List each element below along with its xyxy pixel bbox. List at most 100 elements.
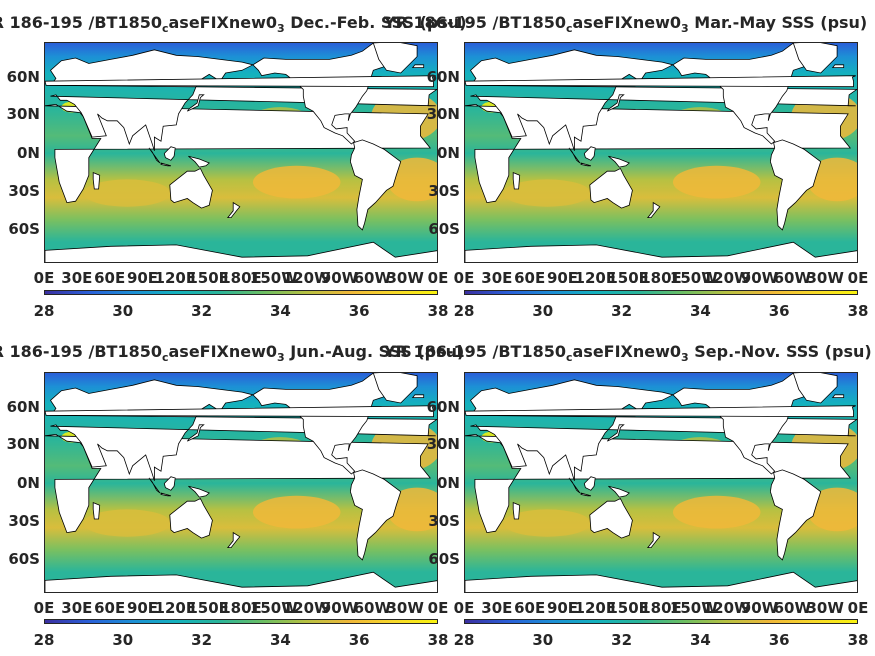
lat-label: 60N: [426, 68, 460, 86]
land-mass: [568, 477, 581, 494]
lon-label: 30W: [386, 269, 424, 287]
land-mass: [252, 43, 418, 145]
land-mass: [469, 49, 857, 151]
land-mass: [186, 94, 205, 112]
land-mass: [608, 155, 630, 168]
map-area: [464, 372, 858, 593]
land-mass: [186, 424, 205, 442]
land-mass: [646, 201, 661, 219]
land-mass: [583, 476, 596, 491]
lon-label: 120E: [574, 269, 617, 287]
map-area: [44, 42, 438, 263]
land-mass: [45, 241, 437, 262]
lon-label: 30W: [806, 599, 844, 617]
lat-label: 60S: [428, 550, 460, 568]
colorbar-tick-label: 36: [348, 302, 370, 320]
panel-title: YR 186-195 /BT1850caseFIXnew03 Dec.-Feb.…: [0, 13, 467, 35]
lon-label: 0E: [427, 269, 449, 287]
land-mass: [512, 172, 521, 190]
colorbar-tick-label: 28: [33, 302, 55, 320]
lat-label: 0N: [437, 474, 460, 492]
land-mass: [465, 571, 857, 592]
lon-label: 30W: [386, 599, 424, 617]
colorbar-tick-label: 38: [427, 302, 449, 320]
colorbar-tick-label: 32: [611, 631, 633, 649]
land-mass: [672, 373, 838, 475]
salinity-anomaly: [83, 179, 171, 207]
lon-label: 30E: [481, 269, 513, 287]
lon-label: 120W: [702, 269, 751, 287]
lon-label: 0E: [453, 599, 475, 617]
colorbar-tick-label: 36: [348, 631, 370, 649]
lon-label: 180E: [220, 599, 262, 617]
colorbar-tick-label: 28: [453, 302, 475, 320]
colorbar-tick-label: 28: [33, 631, 55, 649]
land-mass: [769, 469, 822, 561]
lon-label: 120W: [282, 599, 331, 617]
colorbar: [44, 290, 438, 295]
colorbar-tick-label: 32: [191, 631, 213, 649]
land-mass: [169, 167, 213, 209]
colorbar-tick-label: 30: [532, 631, 554, 649]
colorbar-tick-label: 30: [532, 302, 554, 320]
colorbar-tick-label: 34: [689, 631, 711, 649]
land-mass: [469, 379, 857, 481]
colorbar: [464, 619, 858, 624]
land-mass: [583, 146, 596, 161]
colorbar-tick-label: 36: [768, 631, 790, 649]
salinity-anomaly: [503, 509, 591, 537]
colorbar-tick-label: 32: [611, 302, 633, 320]
lon-label: 180E: [640, 269, 682, 287]
land-mass: [372, 43, 418, 74]
land-mass: [92, 502, 101, 520]
lon-label: 30W: [806, 269, 844, 287]
lon-label: 60E: [514, 599, 546, 617]
lon-label: 180E: [220, 269, 262, 287]
colorbar-tick-label: 30: [112, 302, 134, 320]
land-mass: [188, 485, 210, 498]
lat-label: 0N: [17, 474, 40, 492]
panel-title: YR 186-195 /BT1850caseFIXnew03 Jun.-Aug.…: [0, 342, 465, 364]
salinity-anomaly: [672, 495, 761, 529]
land-mass: [589, 497, 633, 539]
land-mass: [148, 477, 161, 494]
lon-label: 90E: [546, 269, 579, 287]
lon-label: 90W: [740, 599, 779, 617]
lon-label: 120E: [574, 599, 617, 617]
colorbar-tick-label: 34: [689, 302, 711, 320]
land-mass: [188, 155, 210, 168]
land-mass: [580, 492, 592, 497]
lon-label: 150E: [607, 269, 649, 287]
land-mass: [160, 492, 172, 497]
salinity-anomaly: [252, 495, 341, 529]
land-mass: [49, 49, 437, 151]
land-mass: [580, 162, 592, 167]
land-mass: [512, 502, 521, 520]
colorbar-tick-label: 38: [847, 631, 869, 649]
lon-label: 150W: [249, 269, 298, 287]
lat-label: 0N: [437, 144, 460, 162]
land-mass: [646, 531, 661, 549]
lat-label: 30S: [8, 512, 40, 530]
lon-label: 0E: [847, 269, 869, 287]
land-mass: [411, 394, 425, 399]
lat-label: 30N: [426, 105, 460, 123]
lon-label: 150E: [607, 599, 649, 617]
panel-title: YR 186-195 /BT1850caseFIXnew03 Mar.-May …: [384, 13, 868, 35]
land-mass: [672, 43, 838, 145]
lon-label: 60E: [514, 269, 546, 287]
lat-label: 30S: [428, 182, 460, 200]
land-mass: [349, 139, 402, 231]
salinity-anomaly: [806, 157, 857, 202]
lon-label: 0E: [33, 269, 55, 287]
colorbar-tick-label: 38: [847, 302, 869, 320]
lon-label: 90W: [320, 599, 359, 617]
lat-label: 30N: [6, 435, 40, 453]
lon-label: 90W: [320, 269, 359, 287]
land-mass: [92, 172, 101, 190]
land-mass: [49, 379, 437, 481]
lon-label: 60W: [353, 269, 392, 287]
lat-label: 60S: [428, 220, 460, 238]
land-mass: [226, 531, 241, 549]
panel-title: YR 186-195 /BT1850caseFIXnew03 Sep.-Nov.…: [384, 342, 872, 364]
